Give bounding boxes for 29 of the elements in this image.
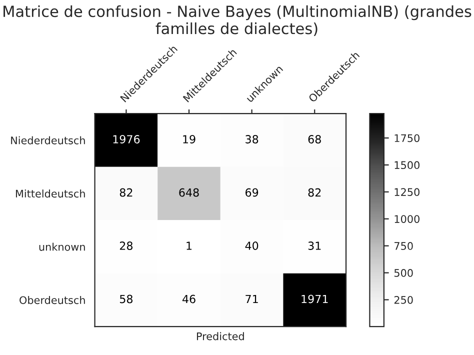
y-tick-label: Niederdeutsch bbox=[11, 136, 85, 144]
color-bar-label: 1750 bbox=[394, 134, 420, 142]
color-bar-label: 1000 bbox=[394, 215, 420, 223]
data-label: 1971 bbox=[302, 294, 328, 304]
y-tick-label: unknown bbox=[39, 242, 85, 251]
chart-title: Matrice de confusion - Naive Bayes (MultinomialNB) (grandes familles de dialectes) bbox=[4, 5, 472, 36]
data-label: 40 bbox=[245, 242, 258, 250]
y-tick-label: Oberdeutsch bbox=[20, 296, 85, 304]
data-label: 19 bbox=[183, 135, 196, 144]
y-tick-label: Mitteldeutsch bbox=[16, 190, 85, 198]
data-label: 1976 bbox=[113, 135, 140, 144]
data-label: 68 bbox=[308, 135, 321, 144]
data-label: 648 bbox=[179, 188, 199, 197]
color-bar-label: 1500 bbox=[394, 161, 420, 170]
data-label: 1 bbox=[186, 242, 192, 250]
data-label: 31 bbox=[308, 242, 321, 250]
data-label: 82 bbox=[308, 188, 321, 197]
color-bar-label: 250 bbox=[394, 296, 413, 304]
data-label: 46 bbox=[182, 294, 196, 304]
x-axis-title: Predicted bbox=[196, 332, 244, 340]
color-bar-label: 1250 bbox=[394, 188, 420, 196]
data-label: 58 bbox=[120, 294, 133, 304]
data-label: 28 bbox=[120, 242, 133, 250]
color-bar-label: 500 bbox=[394, 269, 413, 277]
data-label: 69 bbox=[246, 188, 258, 197]
data-label: 71 bbox=[246, 294, 258, 304]
data-label: 82 bbox=[120, 188, 132, 197]
data-label: 38 bbox=[246, 135, 258, 144]
color-bar-label: 750 bbox=[394, 242, 413, 250]
